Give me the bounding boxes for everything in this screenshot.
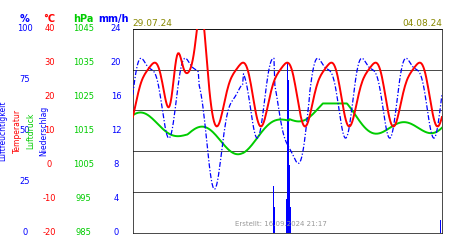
Text: Erstellt: 16.09.2024 21:17: Erstellt: 16.09.2024 21:17 [235,222,327,228]
Bar [286,198,288,232]
Text: 25: 25 [19,177,30,186]
Text: 1015: 1015 [73,126,94,135]
Text: 1035: 1035 [73,58,94,67]
Text: 16: 16 [111,92,122,101]
Text: 30: 30 [44,58,55,67]
Text: Luftfeuchtigkeit: Luftfeuchtigkeit [0,100,8,161]
Bar [289,164,290,232]
Text: 10: 10 [44,126,55,135]
Text: mm/h: mm/h [98,14,129,24]
Bar [290,207,291,233]
Text: hPa: hPa [73,14,94,24]
Text: °C: °C [44,14,55,24]
Text: -10: -10 [43,194,56,203]
Text: 1025: 1025 [73,92,94,101]
Text: 4: 4 [113,194,119,203]
Text: 20: 20 [44,92,55,101]
Bar [440,220,441,232]
Text: 985: 985 [75,228,91,237]
Text: 100: 100 [17,24,32,33]
Text: 50: 50 [19,126,30,135]
Text: 04.08.24: 04.08.24 [402,19,442,28]
Text: 1005: 1005 [73,160,94,169]
Text: 24: 24 [111,24,122,33]
Text: 20: 20 [111,58,122,67]
Text: 0: 0 [22,228,27,237]
Text: Luftdruck: Luftdruck [26,112,35,149]
Text: 75: 75 [19,75,30,84]
Text: 40: 40 [44,24,55,33]
Text: 995: 995 [76,194,91,203]
Text: -20: -20 [43,228,56,237]
Text: Niederschlag: Niederschlag [40,106,49,156]
Text: %: % [20,14,30,24]
Text: Temperatur: Temperatur [13,108,22,153]
Text: 0: 0 [113,228,119,237]
Text: 8: 8 [113,160,119,169]
Text: 0: 0 [47,160,52,169]
Text: 12: 12 [111,126,122,135]
Bar [287,63,288,232]
Bar [288,80,289,232]
Text: 29.07.24: 29.07.24 [133,19,173,28]
Bar [274,207,275,233]
Text: 1045: 1045 [73,24,94,33]
